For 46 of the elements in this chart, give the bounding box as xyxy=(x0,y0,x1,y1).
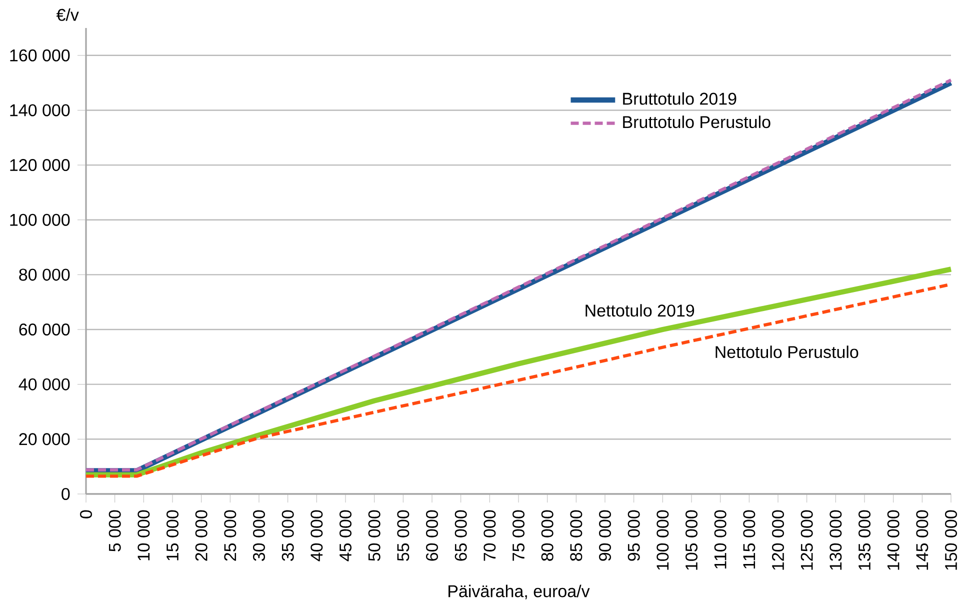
x-tick-label: 60 000 xyxy=(426,510,438,561)
legend-label: Bruttotulo 2019 xyxy=(623,92,736,105)
x-tick-label: 15 000 xyxy=(166,510,179,560)
x-tick-label: 95 000 xyxy=(628,510,640,561)
x-tick-label: 80 000 xyxy=(541,510,554,561)
x-tick-label: 135 000 xyxy=(858,510,871,570)
x-tick-label: 30 000 xyxy=(252,510,266,561)
x-tick-label: 5 000 xyxy=(108,510,121,552)
x-tick-label: 75 000 xyxy=(512,510,525,561)
x-tick-label: 25 000 xyxy=(224,510,236,561)
x-tick-label: 125 000 xyxy=(800,510,813,570)
y-tick-label: 40 000 xyxy=(18,378,70,390)
annotation: Nettotulo Perustulo xyxy=(716,346,858,358)
y-tick-label: 20 000 xyxy=(19,433,70,446)
annotation: Nettotulo 2019 xyxy=(586,304,694,317)
x-tick-label: 10 000 xyxy=(138,510,150,560)
x-tick-label: 70 000 xyxy=(484,510,496,561)
x-tick-label: 145 000 xyxy=(916,510,928,570)
x-tick-label: 110 000 xyxy=(714,510,726,568)
x-tick-label: 105 000 xyxy=(685,510,698,570)
x-tick-label: 50 000 xyxy=(368,510,380,561)
x-tick-label: 40 000 xyxy=(310,510,323,562)
x-tick-label: 140 000 xyxy=(887,510,900,570)
x-tick-label: 100 000 xyxy=(656,510,669,570)
x-tick-label: 115 000 xyxy=(743,510,756,568)
x-tick-label: 65 000 xyxy=(454,510,467,561)
x-axis-title: Päiväraha, euroa/v xyxy=(448,584,590,600)
x-tick-label: 85 000 xyxy=(570,510,582,561)
y-tick-label: 80 000 xyxy=(19,268,70,281)
x-tick-label: 120 000 xyxy=(772,510,784,570)
y-tick-label: 140 000 xyxy=(10,104,70,116)
y-tick-label: 160 000 xyxy=(10,49,70,62)
y-tick-label: 60 000 xyxy=(19,324,70,336)
x-tick-label: 0 xyxy=(80,510,92,518)
y-tick-label: 0 xyxy=(62,488,70,500)
legend-label: Bruttotulo Perustulo xyxy=(623,116,770,128)
x-tick-label: 35 000 xyxy=(282,510,294,561)
x-tick-label: 150 000 xyxy=(944,510,958,570)
y-axis-title: €/v xyxy=(56,8,79,21)
x-tick-label: 20 000 xyxy=(195,510,208,561)
x-tick-label: 55 000 xyxy=(397,510,410,561)
x-tick-label: 130 000 xyxy=(830,510,842,570)
x-tick-label: 45 000 xyxy=(339,510,352,562)
y-tick-label: 100 000 xyxy=(10,214,70,226)
y-tick-label: 120 000 xyxy=(10,159,70,172)
x-tick-label: 90 000 xyxy=(598,510,612,561)
